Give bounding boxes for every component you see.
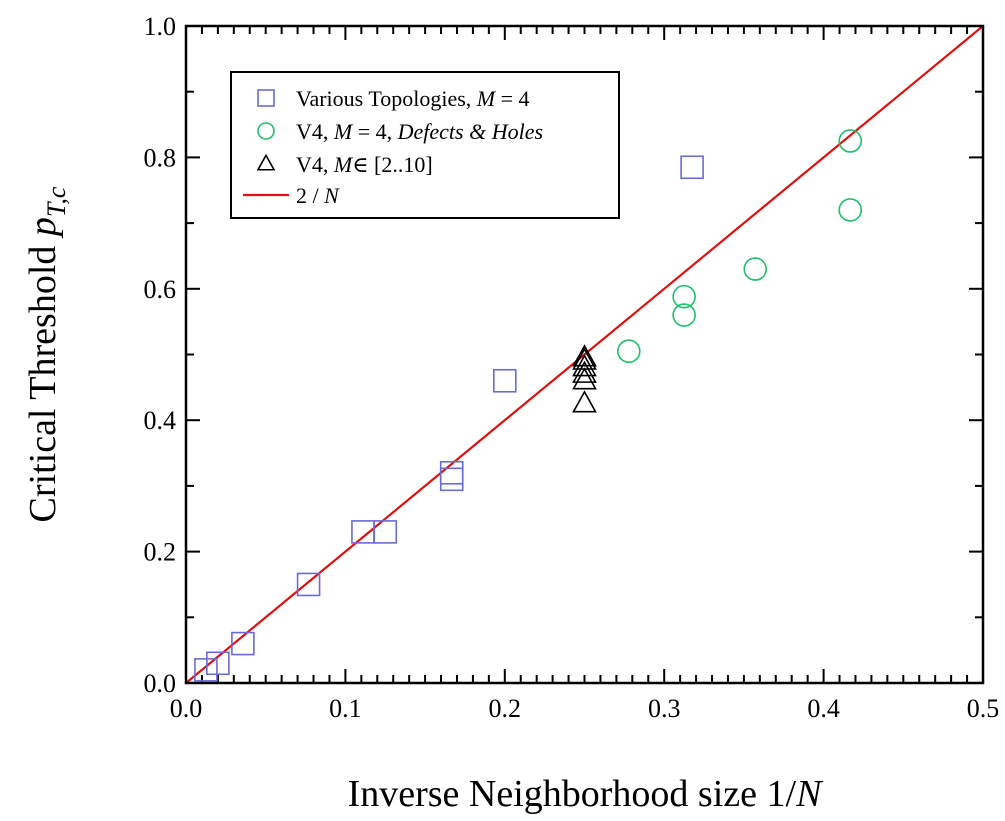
y-axis-title-main: Critical Threshold [22, 236, 64, 522]
legend-entry-2-over-n: 2 / N [296, 183, 340, 208]
y-axis-title-var: p [22, 217, 64, 239]
y-axis-title: Critical Threshold pT,c [22, 186, 71, 522]
x-axis-title-var: N [795, 773, 824, 815]
triangle-marker [572, 360, 597, 383]
legend-text-part: 2 / [296, 183, 324, 208]
legend-text-italic: M [476, 86, 497, 111]
tick-labels: 0.0 0.1 0.2 0.3 0.4 0.5 0.0 0.2 0.4 0.6 0.8 1.0 [144, 12, 1000, 723]
legend-triangle-marker [256, 153, 276, 171]
legend-text-part: ∈ [2..10] [352, 152, 432, 177]
square-marker [231, 631, 255, 656]
circle-marker [838, 198, 863, 222]
triangle-marker [572, 347, 597, 370]
y-tick-label: 0.0 [144, 669, 177, 698]
legend-text-italic: M [333, 119, 354, 144]
x-tick-label: 0.1 [329, 694, 362, 723]
y-tick-label: 0.2 [144, 538, 177, 567]
y-tick-label: 0.4 [144, 406, 177, 435]
legend-text-italic: M [333, 152, 354, 177]
plot-frame [184, 24, 985, 685]
circle-marker [672, 303, 696, 327]
square-marker [194, 658, 218, 682]
circle-marker [672, 284, 696, 309]
y-tick-label: 0.6 [144, 275, 177, 304]
x-tick-label: 0.4 [807, 694, 840, 723]
legend-entry-various-topologies: Various Topologies, M = 4 [296, 86, 530, 111]
legend-text-part: V4, [296, 152, 334, 177]
legend-text-part: V4, [296, 119, 334, 144]
x-tick-label: 0.0 [170, 694, 203, 723]
square-marker [296, 572, 321, 597]
legend-text-part: Various Topologies, [296, 86, 477, 111]
y-tick-label: 1.0 [144, 12, 177, 41]
square-marker [206, 651, 230, 676]
x-tick-label: 0.5 [967, 694, 1000, 723]
legend-entry-v4-m-range: V4, M∈ [2..10] [296, 152, 433, 177]
circle-marker [617, 339, 641, 364]
x-axis-title-main: Inverse Neighborhood size 1/ [348, 773, 797, 815]
triangle-marker [572, 367, 597, 390]
legend-circle-marker [257, 122, 275, 140]
legend-text-part: = 4 [495, 86, 529, 111]
square-marker [680, 155, 704, 180]
square-marker [439, 460, 464, 485]
square-marker [373, 520, 398, 544]
y-axis-title-subscript: T,c [42, 186, 71, 217]
triangle-marker [572, 344, 597, 367]
legend-box [230, 71, 620, 219]
legend: Various Topologies, M = 4 V4, M = 4, Def… [230, 71, 620, 219]
y-tick-label: 0.8 [144, 143, 177, 172]
legend-symbols [243, 89, 289, 197]
circle-marker [838, 129, 863, 153]
legend-square-marker [257, 89, 275, 107]
legend-text-italic: N [323, 183, 340, 208]
x-tick-label: 0.3 [648, 694, 681, 723]
data-markers [194, 129, 863, 682]
x-axis-title: Inverse Neighborhood size 1/N [348, 773, 825, 815]
legend-text-part: = 4, [352, 119, 397, 144]
legend-entry-v4-defects-holes: V4, M = 4, Defects & Holes [296, 119, 543, 144]
square-marker [492, 368, 517, 393]
circle-marker [743, 257, 768, 281]
triangle-marker [572, 390, 597, 413]
x-tick-label: 0.2 [489, 694, 522, 723]
legend-text-italic: Defects & Holes [397, 119, 543, 144]
